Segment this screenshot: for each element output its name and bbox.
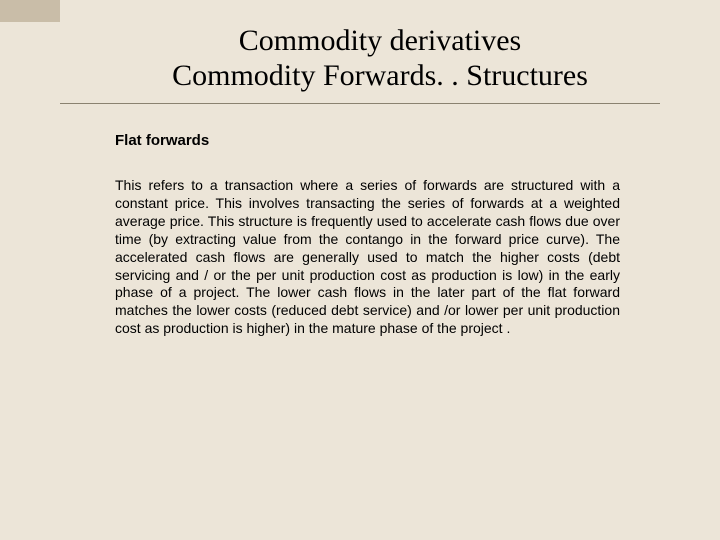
content-area: Flat forwards This refers to a transacti… <box>115 132 620 338</box>
title-divider <box>60 103 660 104</box>
subheading: Flat forwards <box>115 132 620 149</box>
title-block: Commodity derivatives Commodity Forwards… <box>100 24 660 93</box>
body-paragraph: This refers to a transaction where a ser… <box>115 177 620 338</box>
slide-container: Commodity derivatives Commodity Forwards… <box>0 0 720 540</box>
slide-title-line2: Commodity Forwards. . Structures <box>100 59 660 94</box>
slide-title-line1: Commodity derivatives <box>100 24 660 59</box>
